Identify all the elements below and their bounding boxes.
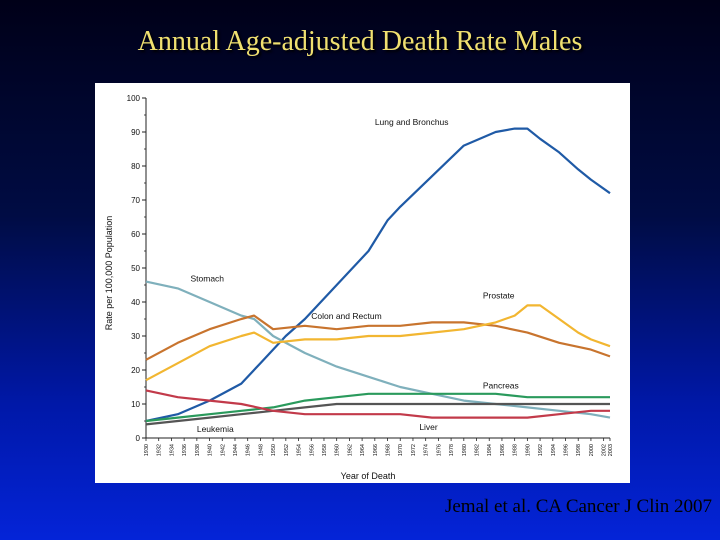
- series-label-pancreas: Pancreas: [483, 381, 519, 391]
- series-line-prostate: [145, 304, 611, 382]
- x-tick-label: 1978: [449, 444, 455, 456]
- x-tick-label: 1962: [347, 444, 353, 456]
- x-tick-label: 1990: [525, 444, 531, 456]
- y-tick-label: 30: [131, 332, 140, 341]
- axes: 0 10 20 30 40 50 60 70 80 90 100 1930 1932 1934 1936 19…: [127, 94, 614, 456]
- x-tick-label: 1938: [195, 444, 201, 456]
- y-tick-label: 20: [131, 366, 140, 375]
- series-line-liver: [145, 389, 610, 419]
- x-tick-label: 1992: [538, 444, 544, 456]
- x-tick-label: 1986: [500, 444, 506, 456]
- slide-title: Annual Age-adjusted Death Rate Males: [137, 26, 583, 57]
- series-label-stomach: Stomach: [190, 274, 224, 284]
- series-line-colon-and-rectum: [145, 314, 611, 361]
- series-lines: [145, 127, 611, 426]
- x-tick-label: 1974: [424, 444, 430, 456]
- x-tick-label: 1950: [271, 444, 277, 456]
- series-label-prostate: Prostate: [483, 291, 515, 301]
- x-tick-label: 1964: [360, 444, 366, 456]
- x-tick-label: 1934: [169, 444, 175, 456]
- x-tick-label: 1970: [398, 444, 404, 456]
- y-tick-label: 100: [127, 94, 141, 103]
- series-label-lung-and-bronchus: Lung and Bronchus: [375, 117, 449, 127]
- x-tick-label: 1930: [144, 444, 150, 456]
- x-tick-label: 1946: [246, 444, 252, 456]
- y-tick-label: 80: [131, 162, 140, 171]
- y-tick-label: 0: [136, 434, 141, 443]
- y-tick-label: 90: [131, 128, 140, 137]
- x-tick-label: 2003: [608, 444, 614, 456]
- x-tick-label: 1932: [157, 444, 163, 456]
- y-tick-label: 70: [131, 196, 140, 205]
- x-tick-label: 1958: [322, 444, 328, 456]
- x-tick-label: 1942: [220, 444, 226, 456]
- series-line-leukemia: [145, 402, 610, 426]
- x-tick-label: 1948: [258, 444, 264, 456]
- y-tick-label: 10: [131, 400, 140, 409]
- y-tick-label: 40: [131, 298, 140, 307]
- x-tick-label: 1960: [335, 444, 341, 456]
- x-tick-label: 1980: [462, 444, 468, 456]
- x-tick-label: 1982: [475, 444, 481, 456]
- x-tick-label: 1952: [284, 444, 290, 456]
- series-label-leukemia: Leukemia: [197, 424, 234, 434]
- x-tick-label: 1940: [208, 444, 214, 456]
- x-tick-label: 1976: [436, 444, 442, 456]
- series-label-colon-and-rectum: Colon and Rectum: [311, 311, 381, 321]
- citation: Jemal et al. CA Cancer J Clin 2007: [444, 496, 712, 517]
- x-tick-label: 2002: [602, 444, 608, 456]
- series-line-lung-and-bronchus: [145, 127, 611, 423]
- chart-panel: 0 10 20 30 40 50 60 70 80 90 100 1930 1932 1934 1936 19…: [95, 83, 630, 483]
- series-line-stomach: [145, 280, 611, 419]
- x-tick-label: 1954: [297, 444, 303, 456]
- x-tick-label: 1956: [309, 444, 315, 456]
- x-tick-label: 1996: [564, 444, 570, 456]
- x-tick-label: 1984: [487, 444, 493, 456]
- x-tick-label: 1966: [373, 444, 379, 456]
- series-label-liver: Liver: [419, 422, 438, 432]
- series-labels: Lung and Bronchus Stomach Colon and Rectum…: [190, 117, 518, 434]
- x-tick-label: 1936: [182, 444, 188, 456]
- x-tick-label: 1994: [551, 444, 557, 456]
- y-tick-label: 50: [131, 264, 140, 273]
- x-tick-label: 1988: [513, 444, 519, 456]
- x-tick-label: 1998: [576, 444, 582, 456]
- x-axis-label: Year of Death: [341, 471, 396, 481]
- line-chart: 0 10 20 30 40 50 60 70 80 90 100 1930 1932 1934 1936 19…: [104, 94, 614, 481]
- x-tick-label: 1972: [411, 444, 417, 456]
- x-tick-label: 1968: [386, 444, 392, 456]
- y-tick-label: 60: [131, 230, 140, 239]
- x-tick-label: 2000: [589, 444, 595, 456]
- x-tick-label: 1944: [233, 444, 239, 456]
- y-axis-label: Rate per 100,000 Population: [104, 216, 114, 331]
- series-line-pancreas: [145, 392, 610, 423]
